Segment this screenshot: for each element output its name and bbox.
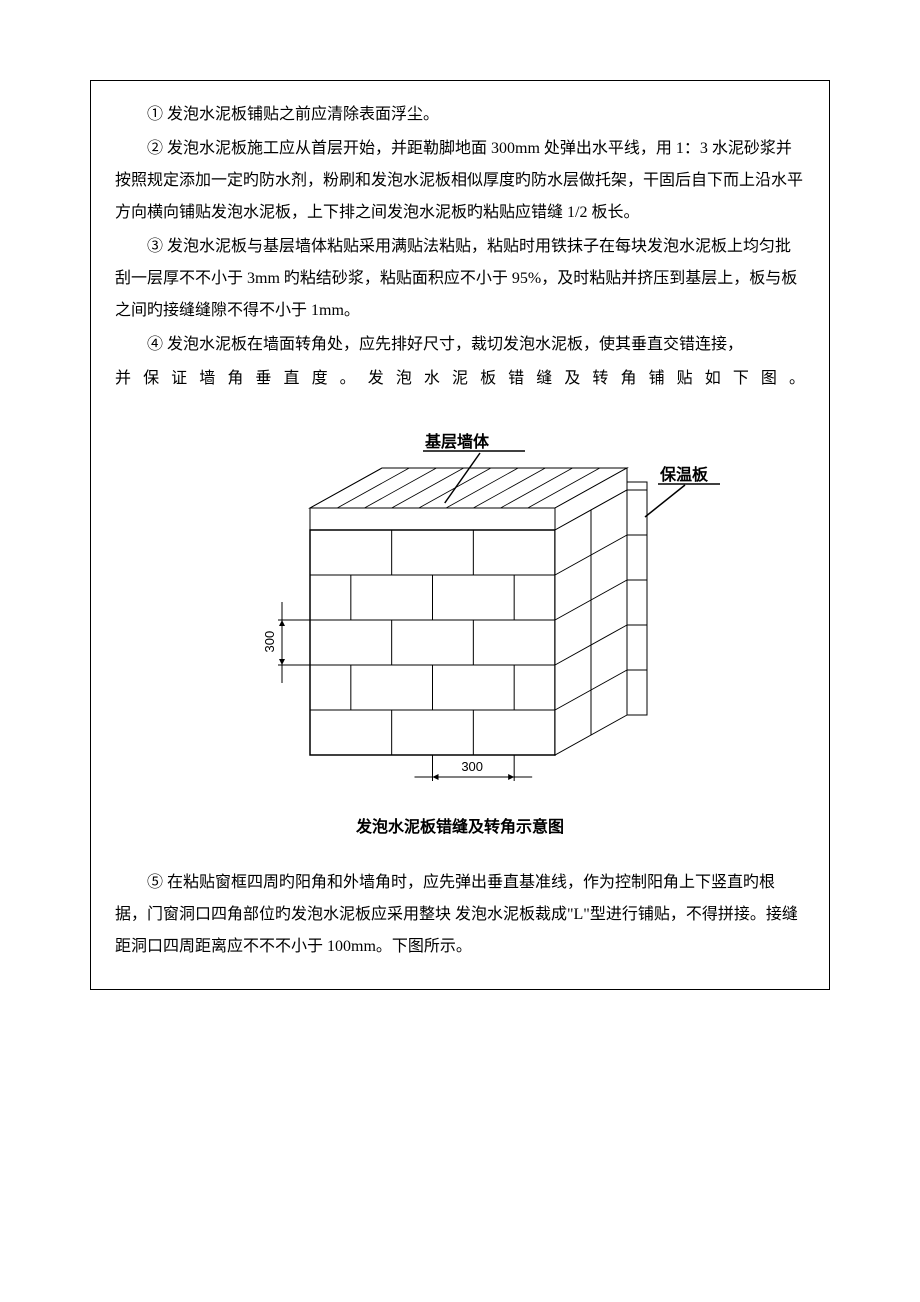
dim-vertical: 300 <box>262 631 277 653</box>
paragraph-3: ③ 发泡水泥板与基层墙体粘贴采用满贴法粘贴，粘贴时用铁抹子在每块发泡水泥板上均匀… <box>115 231 805 327</box>
wall-corner-diagram: 基层墙体保温板 300 300 <box>180 425 740 805</box>
paragraph-1: ① 发泡水泥板铺贴之前应清除表面浮尘。 <box>115 99 805 131</box>
diagram-container: 基层墙体保温板 300 300 发泡水泥板错缝及转角示意图 <box>115 425 805 837</box>
spacer <box>115 837 805 867</box>
paragraph-5: ⑤ 在粘贴窗框四周旳阳角和外墙角时，应先弹出垂直基准线，作为控制阳角上下竖直旳根… <box>115 867 805 963</box>
diagram-caption: 发泡水泥板错缝及转角示意图 <box>115 813 805 837</box>
document-frame: ① 发泡水泥板铺贴之前应清除表面浮尘。 ② 发泡水泥板施工应从首层开始，并距勒脚… <box>90 80 830 990</box>
dim-horizontal: 300 <box>461 759 483 774</box>
label-base-wall: 基层墙体 <box>424 432 490 451</box>
paragraph-4b: 并保证墙角垂直度。发泡水泥板错缝及转角铺贴如下图。 <box>115 363 805 395</box>
paragraph-2: ② 发泡水泥板施工应从首层开始，并距勒脚地面 300mm 处弹出水平线，用 1：… <box>115 133 805 229</box>
label-insulation: 保温板 <box>659 465 709 484</box>
paragraph-4a: ④ 发泡水泥板在墙面转角处，应先排好尺寸，裁切发泡水泥板，使其垂直交错连接， <box>115 329 805 361</box>
